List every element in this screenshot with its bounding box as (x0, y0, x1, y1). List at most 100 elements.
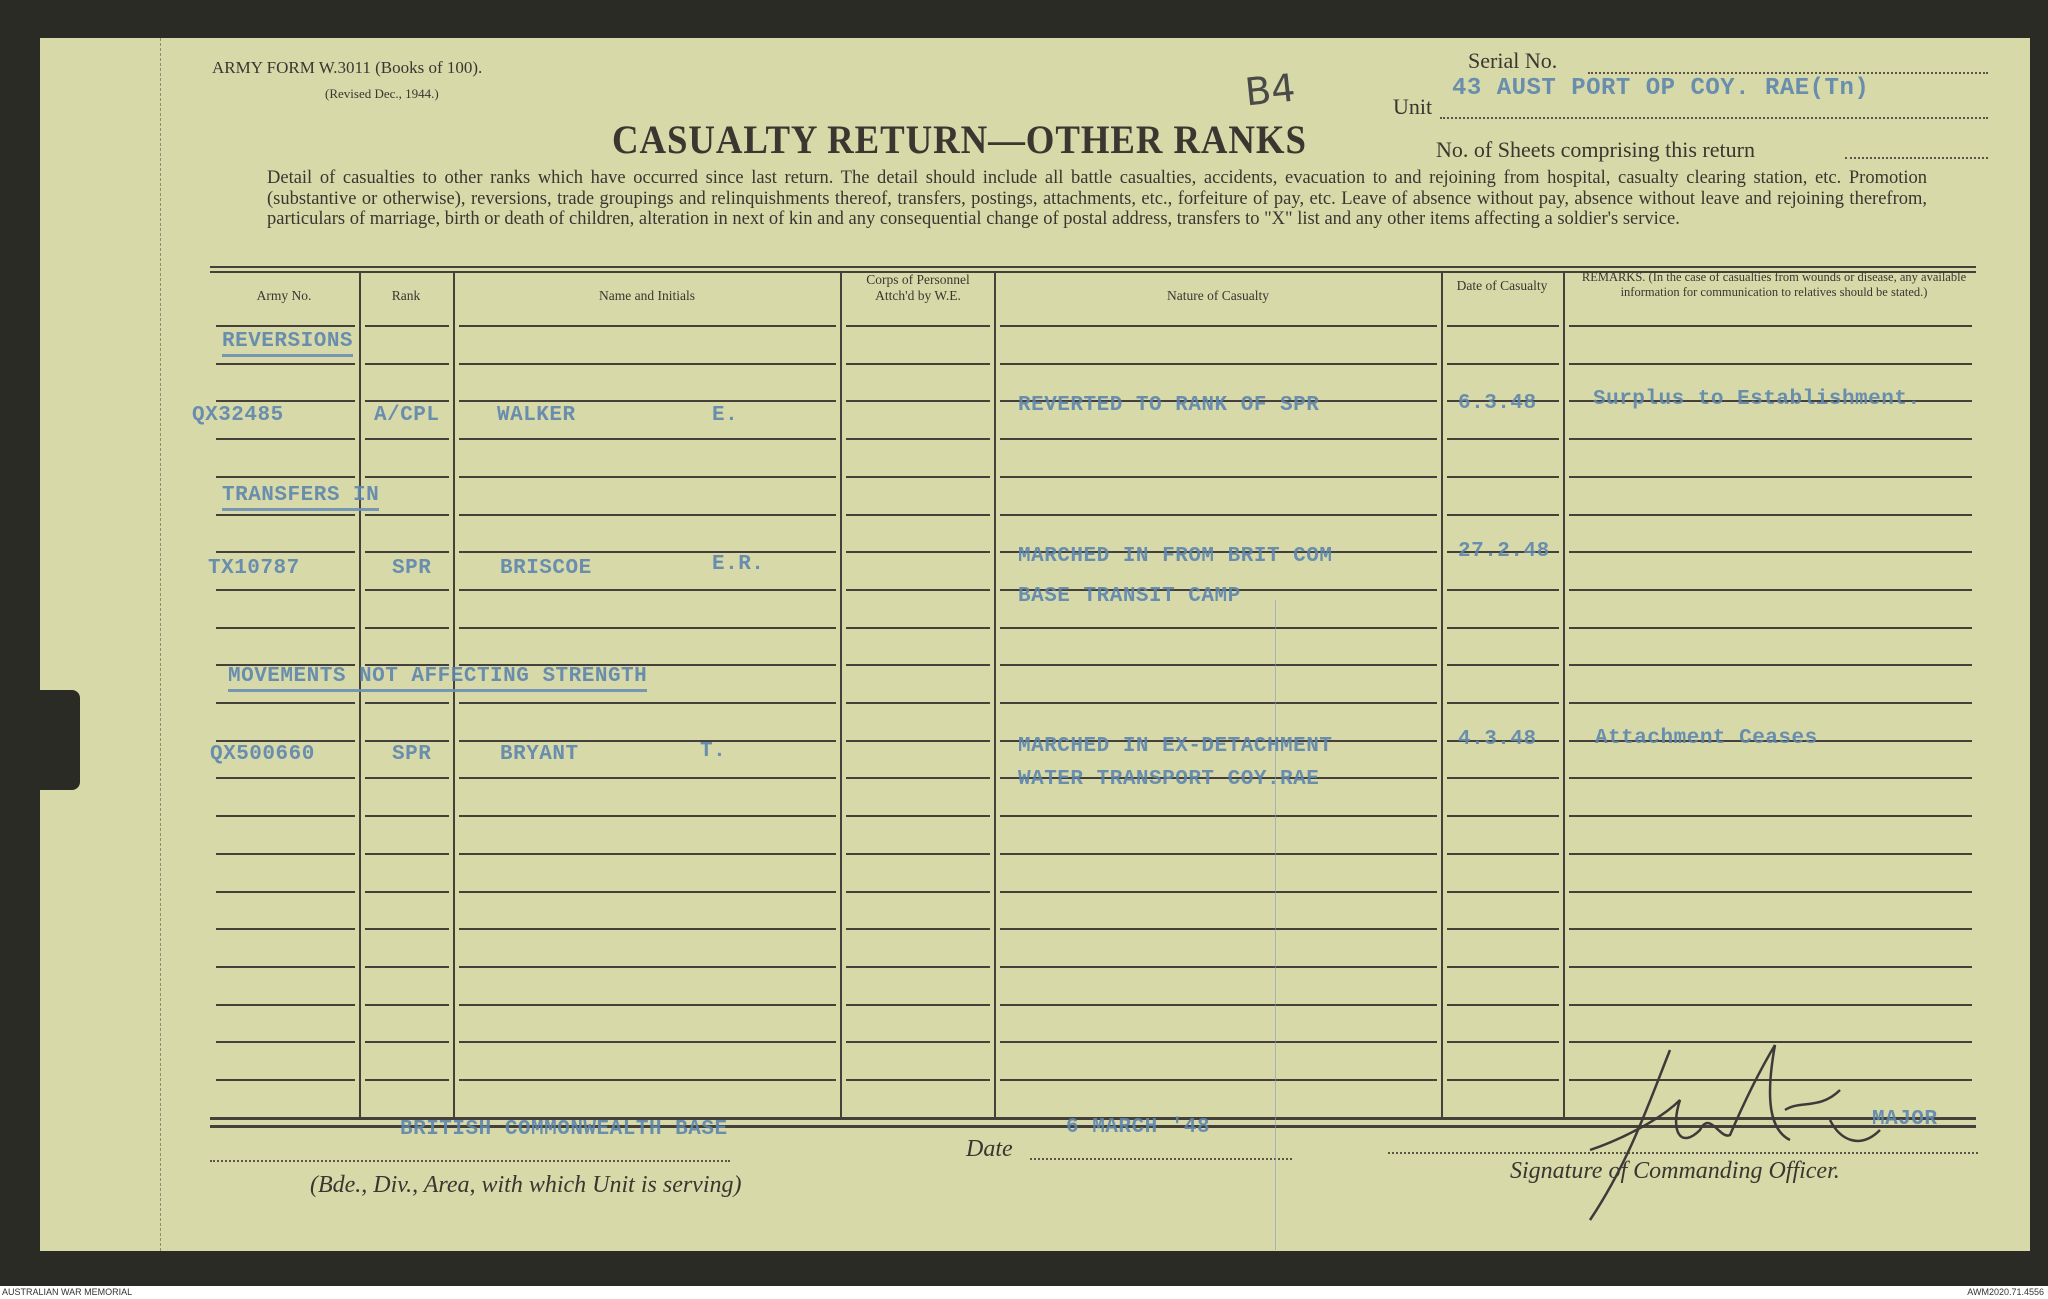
ruled-line (216, 513, 355, 516)
initials: T. (700, 740, 727, 763)
ruled-line (1447, 815, 1559, 818)
ruled-line (459, 551, 836, 554)
ruled-line (1569, 777, 1972, 780)
serial-dotted-line (1588, 72, 1988, 74)
ruled-line (459, 777, 836, 780)
ruled-line (1000, 777, 1437, 780)
ruled-line (1447, 1003, 1559, 1006)
formation-dotted-line (210, 1160, 730, 1162)
ruled-line (1447, 928, 1559, 931)
ruled-line (1000, 400, 1437, 403)
ruled-line (1447, 777, 1559, 780)
ruled-line (1569, 438, 1972, 441)
date-label: Date (966, 1136, 1013, 1162)
date-dotted-line (1030, 1158, 1292, 1160)
ruled-line (1569, 890, 1972, 893)
ruled-line (216, 890, 355, 893)
header-remarks: REMARKS. (In the case of casualties from… (1581, 270, 1967, 299)
credit-right: AWM2020.71.4556 (1967, 1287, 2044, 1297)
casualty-date: 4.3.48 (1458, 728, 1537, 751)
ruled-line (1447, 362, 1559, 365)
surname: WALKER (497, 404, 576, 427)
ruled-line (216, 965, 355, 968)
ruled-line (365, 928, 449, 931)
ruled-line (216, 928, 355, 931)
instructions-text: Detail of casualties to other ranks whic… (267, 168, 1927, 229)
ruled-line (1447, 1079, 1559, 1081)
casualty-date: 27.2.48 (1458, 540, 1550, 563)
ruled-line (1569, 928, 1972, 931)
sheets-dotted-line (1845, 157, 1988, 159)
ruled-line (1000, 928, 1437, 931)
header-date: Date of Casualty (1456, 278, 1548, 293)
ruled-line (1000, 362, 1437, 365)
ruled-line (365, 626, 449, 629)
ruled-line (216, 815, 355, 818)
table-bottom-rule (210, 1117, 1976, 1120)
ruled-line (1000, 551, 1437, 554)
ruled-line (459, 588, 836, 591)
nature-line: MARCHED IN EX-DETACHMENT (1018, 735, 1333, 758)
ruled-line (216, 626, 355, 629)
ruled-line (1569, 1003, 1972, 1006)
ruled-line (846, 890, 990, 893)
header-corps: Corps of Personnel Attch'd by W.E. (866, 272, 970, 303)
ruled-line (846, 739, 990, 742)
table-top-rule (210, 266, 1976, 268)
ruled-line (1000, 702, 1437, 704)
ruled-line (1447, 739, 1559, 742)
ruled-line (846, 965, 990, 968)
ruled-line (459, 400, 836, 403)
ruled-line (1569, 965, 1972, 968)
ruled-line (1569, 588, 1972, 591)
initials: E.R. (712, 553, 765, 576)
ruled-line (365, 1003, 449, 1006)
form-paper (40, 38, 2030, 1251)
ruled-line (1447, 438, 1559, 441)
ruled-line (1000, 1079, 1437, 1081)
sheets-label: No. of Sheets comprising this return (1436, 137, 1755, 162)
credit-left: AUSTRALIAN WAR MEMORIAL (2, 1287, 133, 1297)
page-title: CASUALTY RETURN—OTHER RANKS (612, 117, 1307, 162)
ruled-line (216, 588, 355, 591)
ruled-line (1447, 475, 1559, 478)
nature-line: REVERTED TO RANK OF SPR (1018, 394, 1320, 417)
unit-label: Unit (1393, 94, 1433, 119)
pen-stroke (1275, 600, 1276, 1250)
ruled-line (846, 513, 990, 516)
paper-notch (34, 690, 80, 790)
surname: BRYANT (500, 743, 579, 766)
ruled-line (1447, 588, 1559, 591)
ruled-line (459, 965, 836, 968)
ruled-line (365, 325, 449, 327)
ruled-line (1447, 702, 1559, 704)
ruled-line (216, 362, 355, 365)
nature-line: BASE TRANSIT CAMP (1018, 585, 1241, 608)
rank: SPR (392, 557, 432, 580)
ruled-line (846, 400, 990, 403)
signature-label: Signature of Commanding Officer. (1510, 1158, 1840, 1184)
ruled-line (459, 739, 836, 742)
ruled-line (459, 1041, 836, 1044)
ruled-line (846, 852, 990, 855)
ruled-line (365, 588, 449, 591)
ruled-line (1447, 513, 1559, 516)
date-value: 6 MARCH '48 (1066, 1116, 1211, 1139)
ruled-line (1569, 551, 1972, 554)
nature-line: WATER TRANSPORT COY.RAE (1018, 768, 1320, 791)
ruled-line (846, 362, 990, 365)
ruled-line (459, 475, 836, 478)
ruled-line (1000, 475, 1437, 478)
ruled-line (1000, 965, 1437, 968)
column-divider (994, 271, 996, 1117)
ruled-line (1000, 664, 1437, 667)
section-heading: TRANSFERS IN (222, 484, 380, 511)
ruled-line (1569, 475, 1972, 478)
ruled-line (365, 1079, 449, 1081)
ruled-line (459, 626, 836, 629)
ruled-line (216, 739, 355, 742)
ruled-line (365, 400, 449, 403)
nature-line: MARCHED IN FROM BRIT COM (1018, 545, 1333, 568)
signature-scribble (1588, 1044, 1881, 1221)
ruled-line (1447, 1041, 1559, 1044)
